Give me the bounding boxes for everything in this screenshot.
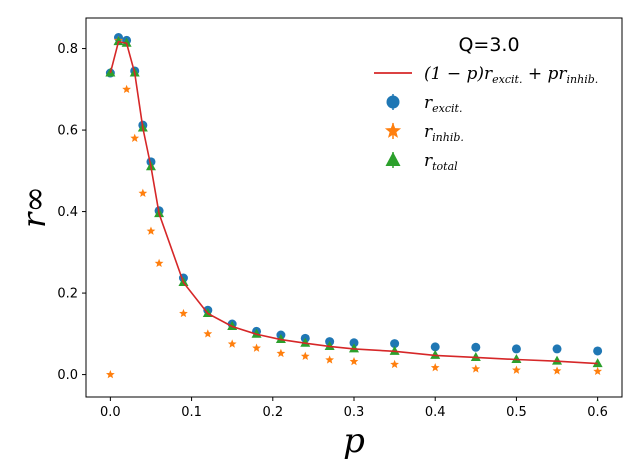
inhib-point [430,363,440,372]
total-point [349,343,359,353]
total-point [470,351,481,361]
inhib-point [105,369,115,379]
legend-inhib-marker [384,122,402,139]
legend-combined-mid: + pr [522,64,567,84]
x-tick-label: 0.0 [100,405,121,420]
inhib-point [130,133,140,142]
excit-point [349,338,359,348]
inhib-point [122,84,131,94]
total-point [511,354,522,364]
x-tick-label: 0.6 [587,405,608,420]
plot-area [105,33,603,379]
y-tick-label: 0.6 [57,124,78,139]
total-point [430,349,441,359]
inhib-point [390,359,399,369]
inhib-point [300,351,310,360]
ticks: 0.0 0.1 0.2 0.3 0.4 0.5 0.6 0.0 0.2 0.4 0.6 0.8 [57,42,608,420]
total-point [300,337,311,347]
combined-line [109,40,598,365]
total-point [324,340,335,350]
legend-label-total: rtotal [424,151,458,173]
inhib-point [593,366,603,376]
inhib-point [138,188,148,197]
legend-label-combined: (1 − p)rexcit. + prinhib. [424,64,598,86]
excit-point [471,342,481,352]
legend-combined-sub1: excit. [492,73,522,86]
inhib-point [227,339,237,348]
legend-total-marker [385,152,401,168]
total-point [592,358,603,368]
legend-combined-sub2: inhib. [567,73,599,86]
excit-point [430,342,440,352]
excit-point [552,344,562,354]
inhib-point [552,366,562,375]
inhib-point [179,308,188,318]
total-point [275,334,286,344]
legend-label-excit: rexcit. [424,93,462,115]
inhib-point [471,364,481,373]
x-tick-label: 0.1 [181,405,202,420]
y-tick-label: 0.2 [57,287,78,302]
inhib-point [252,343,261,352]
inhib-point [349,356,359,366]
y-axis-label: r∞ [15,186,53,228]
x-axis-label: p [343,421,365,461]
legend-combined-prefix: (1 − p)r [424,64,493,84]
inhib-point [154,258,164,268]
legend-title: Q=3.0 [458,34,519,56]
total-point [121,37,132,47]
total-point [389,345,400,355]
inhib-point [276,348,286,358]
inhib-point [325,355,335,364]
excit-point [390,339,400,349]
legend-label-inhib: rinhib. [424,122,464,144]
legend: Q=3.0 (1 − p)rexcit. + prinhib. rexcit. … [374,34,598,173]
excit-point [511,344,521,354]
total-point [552,355,563,365]
inhib-point [146,226,156,235]
inhib-point [512,365,521,374]
excit-point [593,346,603,356]
x-tick-label: 0.3 [344,405,365,420]
x-tick-label: 0.5 [506,405,527,420]
x-tick-label: 0.4 [425,405,446,420]
y-tick-label: 0.4 [57,205,78,220]
y-tick-label: 0.0 [57,368,78,383]
inhib-point [203,329,213,338]
y-tick-label: 0.8 [57,42,78,57]
x-tick-label: 0.2 [262,405,283,420]
legend-excit-marker [386,94,400,110]
